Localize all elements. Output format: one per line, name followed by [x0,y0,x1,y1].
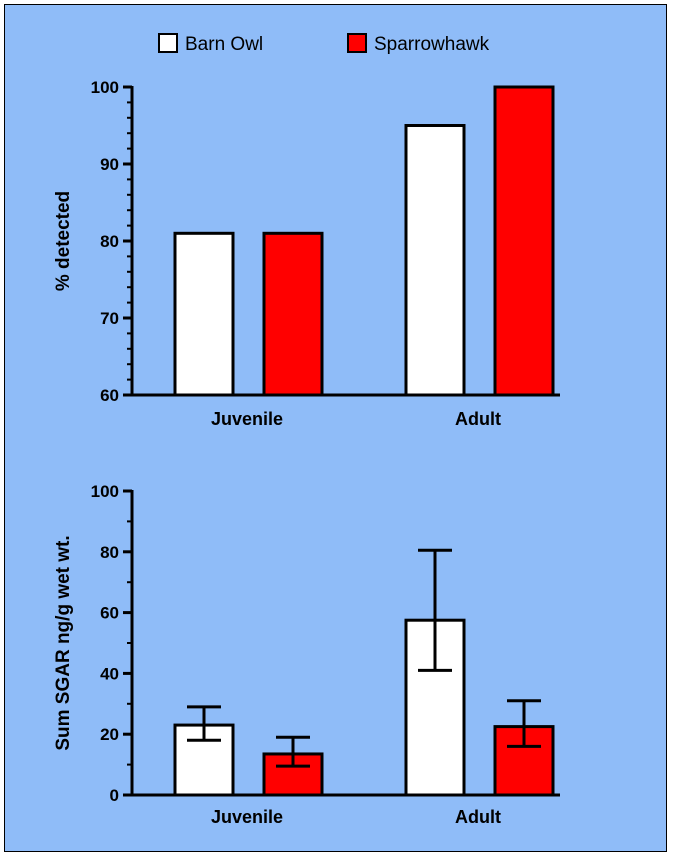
bar-barn-owl-adult [404,124,466,397]
legend-swatch-0 [158,33,178,53]
y-tick-label: 60 [100,604,119,623]
x-category-label: Adult [455,807,501,827]
y-tick-label: 100 [91,78,119,97]
y-tick-label: 60 [100,386,119,405]
legend-swatch-1 [347,33,367,53]
y-tick-label: 80 [100,232,119,251]
chart-canvas: Barn Owl Sparrowhawk 60 70 80 90 100 Juvenile Ad… [5,5,666,851]
y-axis-title: Sum SGAR ng/g wet wt. [53,535,74,750]
y-tick-label: 20 [100,725,119,744]
y-tick-label: 0 [110,786,119,805]
x-category-label: Adult [455,409,501,429]
plot-background [5,5,666,851]
bar-sparrowhawk-adult [493,85,555,397]
y-tick-label: 100 [91,482,119,501]
y-tick-label: 40 [100,664,119,683]
chart-panel-2: 0 20 40 60 80 100 Juvenile Adult Sum SGAR ng/g w… [53,482,560,827]
legend-label-1: Sparrowhawk [374,34,490,55]
figure-frame: Barn Owl Sparrowhawk 60 70 80 90 100 Juvenile Ad… [4,4,667,852]
y-tick-label: 70 [100,309,119,328]
y-tick-label: 90 [100,155,119,174]
y-tick-label: 80 [100,543,119,562]
x-category-label: Juvenile [211,409,283,429]
chart-panel-1: 60 70 80 90 100 Juvenile Adult % detected [53,78,560,429]
bar-sparrowhawk-juvenile [262,231,324,397]
x-category-label: Juvenile [211,807,283,827]
bar-barn-owl-juvenile [173,231,235,397]
legend-label-0: Barn Owl [185,34,263,55]
y-axis-title: % detected [53,191,74,291]
